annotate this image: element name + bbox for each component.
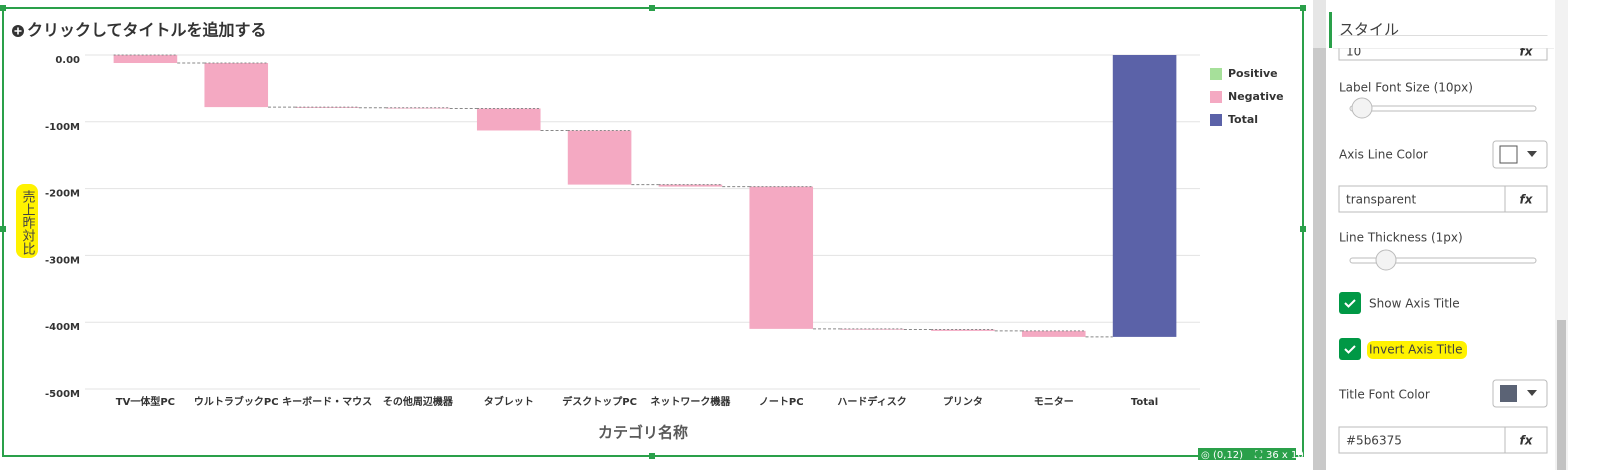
x-tick-label: モニター xyxy=(1034,396,1074,408)
title-font-value[interactable]: #5b6375 xyxy=(1346,434,1402,448)
panel-gutter-top xyxy=(1313,0,1326,48)
legend-swatch xyxy=(1210,114,1222,126)
y-tick-label: -100M xyxy=(45,122,80,133)
y-tick-label: -500M xyxy=(45,389,80,400)
slider-track[interactable] xyxy=(1349,105,1537,112)
axis-line-value[interactable]: transparent xyxy=(1346,193,1416,207)
fx-button[interactable]: fx xyxy=(1520,193,1534,207)
x-tick-label: ノートPC xyxy=(759,396,804,408)
chart-title[interactable]: クリックしてタイトルを追加する xyxy=(27,21,267,40)
x-tick-label: TV一体型PC xyxy=(116,395,175,408)
clip-cover xyxy=(1333,36,1555,48)
show-axis-title-label[interactable]: Show Axis Title xyxy=(1369,297,1460,311)
add-title-icon[interactable] xyxy=(12,25,24,37)
resize-handles xyxy=(0,5,1306,459)
y-tick-label: -300M xyxy=(45,255,80,266)
legend-label: Positive xyxy=(1228,67,1278,80)
slider-thumb[interactable] xyxy=(1375,249,1397,271)
axis-line-color-label: Axis Line Color xyxy=(1339,148,1428,162)
checkbox[interactable] xyxy=(1339,338,1361,360)
panel-accent xyxy=(1329,12,1332,48)
highlight xyxy=(16,184,38,258)
plot: 0.00 -100M -200M -300M -400M -500M TV一体型PC ウルトラ… xyxy=(45,54,1284,408)
y-axis-title: 売上昨対比 xyxy=(20,189,36,256)
title-font-input[interactable] xyxy=(1338,426,1548,454)
y-tick-label: -200M xyxy=(45,189,80,200)
panel-title: スタイル xyxy=(1339,21,1399,39)
scrollbar-thumb[interactable] xyxy=(1557,320,1566,470)
x-tick-label: デスクトップPC xyxy=(562,395,637,408)
status-icon: ◎ xyxy=(1201,450,1210,461)
highlight xyxy=(1367,341,1467,359)
status-badge xyxy=(1198,448,1296,460)
legend: Positive Negative Total xyxy=(1210,67,1284,126)
fx-button[interactable]: fx xyxy=(1520,434,1534,448)
bar xyxy=(386,107,450,109)
invert-axis-title-label[interactable]: Invert Axis Title xyxy=(1369,343,1463,357)
x-tick-label: プリンタ xyxy=(943,395,983,408)
bar xyxy=(658,184,723,187)
bar xyxy=(1112,55,1177,337)
color-swatch xyxy=(1499,145,1518,164)
checkbox[interactable] xyxy=(1339,292,1361,314)
check xyxy=(1344,345,1356,354)
y-tick-label: 0.00 xyxy=(55,55,80,66)
bar xyxy=(113,55,178,64)
legend-swatch xyxy=(1210,91,1222,103)
status-size: 36 x 10 xyxy=(1266,450,1304,461)
check xyxy=(1344,299,1356,308)
x-tick-label: タブレット xyxy=(484,395,534,408)
slider-thumb[interactable] xyxy=(1351,97,1373,119)
panel-gutter xyxy=(1313,0,1326,470)
bar xyxy=(840,328,904,330)
x-axis-title: カテゴリ名称 xyxy=(598,424,688,442)
status-position: (0,12) xyxy=(1213,450,1243,461)
slider-track[interactable] xyxy=(1349,257,1537,264)
bar xyxy=(476,108,541,131)
legend-swatch xyxy=(1210,68,1222,80)
x-tick-label: ハードディスク xyxy=(837,395,906,408)
x-tick-label: Total xyxy=(1131,397,1158,408)
bar xyxy=(295,107,359,108)
bar xyxy=(749,186,814,329)
bar xyxy=(567,130,632,185)
x-tick-label: キーボード・マウス xyxy=(282,395,372,408)
status-size-icon: ⛶ xyxy=(1254,450,1263,461)
label-font-size-label: Label Font Size (10px) xyxy=(1339,81,1473,95)
x-tick-label: ウルトラブックPC xyxy=(194,395,279,408)
color-swatch xyxy=(1500,385,1517,402)
bar xyxy=(1021,330,1086,337)
dropdown-arrow xyxy=(1527,151,1537,157)
legend-label: Negative xyxy=(1228,90,1284,103)
bar xyxy=(931,329,995,331)
title-font-color-label: Title Font Color xyxy=(1338,388,1430,402)
x-tick-label: ネットワーク機器 xyxy=(650,395,731,408)
x-tick-label: その他周辺機器 xyxy=(383,395,454,408)
axis-line-input[interactable] xyxy=(1338,185,1548,213)
bar xyxy=(204,63,269,108)
y-tick-label: -400M xyxy=(45,322,80,333)
line-thickness-label: Line Thickness (1px) xyxy=(1339,231,1463,245)
legend-label: Total xyxy=(1228,113,1258,126)
dropdown-arrow xyxy=(1527,390,1537,396)
